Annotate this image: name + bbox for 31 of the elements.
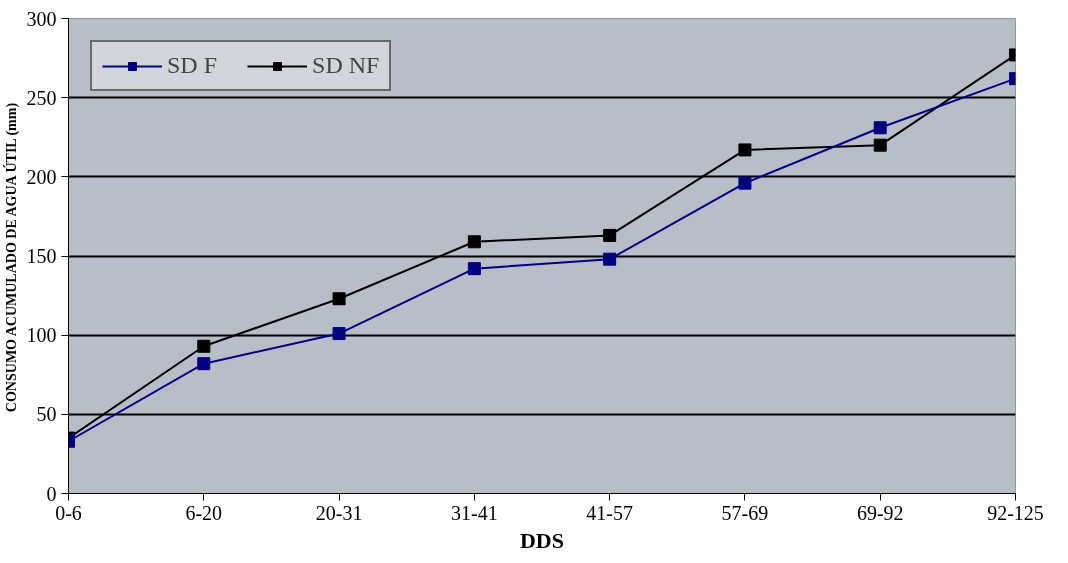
point xyxy=(467,262,481,276)
point xyxy=(738,176,752,190)
point xyxy=(332,292,346,306)
x-tick-label: 0-6 xyxy=(55,501,82,524)
x-tick-label: 57-69 xyxy=(721,501,769,524)
x-tick-label: 31-41 xyxy=(451,501,498,524)
legend-label: SD NF xyxy=(312,52,380,79)
y-axis-title: CONSUMO ACUMULADO DE AGUA ÚTIL (mm) xyxy=(2,102,20,413)
x-axis-title: DDS xyxy=(519,527,565,553)
x-tick-label: 41-57 xyxy=(586,501,633,524)
point xyxy=(197,339,211,353)
x-tick-label: 92-125 xyxy=(987,501,1044,524)
point xyxy=(467,235,481,249)
point xyxy=(332,327,346,341)
x-tick-label: 20-31 xyxy=(315,501,363,524)
y-tick-label: 50 xyxy=(36,403,57,426)
y-tick-label: 300 xyxy=(26,7,57,30)
y-tick-label: 150 xyxy=(26,245,57,267)
point xyxy=(873,121,887,135)
y-tick-label: 100 xyxy=(26,324,57,347)
point xyxy=(603,252,617,266)
legend-label: SD F xyxy=(167,52,218,79)
x-tick-label: 6-20 xyxy=(185,501,223,524)
y-tick-label: 0 xyxy=(46,482,57,505)
x-tick-label: 69-92 xyxy=(856,501,904,524)
point xyxy=(738,143,752,157)
point xyxy=(873,138,887,152)
point xyxy=(197,357,211,371)
y-tick-label: 250 xyxy=(26,86,57,109)
point xyxy=(603,228,617,242)
y-tick-label: 200 xyxy=(26,165,57,188)
